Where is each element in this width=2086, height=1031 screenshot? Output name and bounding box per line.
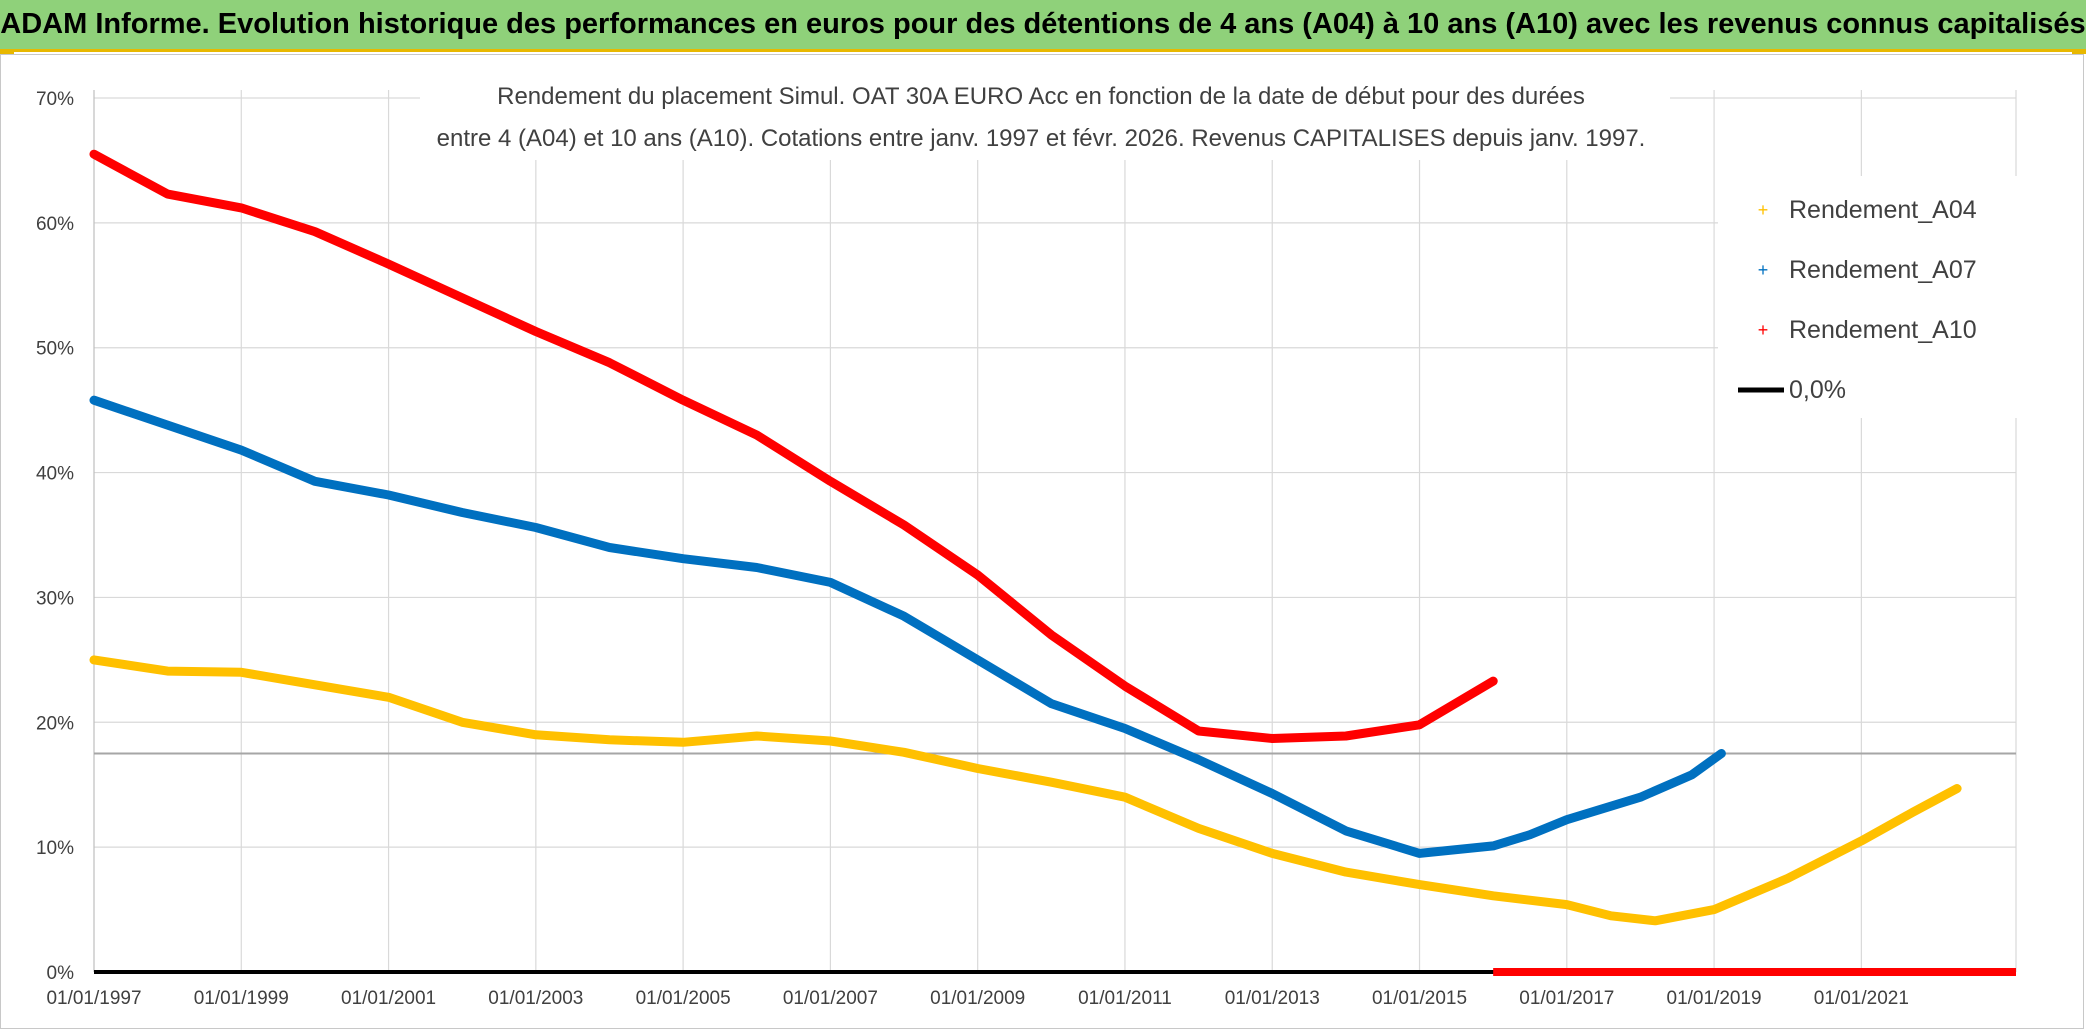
x-tick-label: 01/01/2007 (783, 988, 878, 1009)
banner-corner-right (2072, 50, 2086, 54)
y-tick-label: 50% (36, 339, 74, 360)
chart-title-line-2: entre 4 (A04) et 10 ans (A10). Cotations… (437, 125, 1646, 152)
page-title-banner: ADAM Informe. Evolution historique des p… (0, 0, 2086, 52)
series-a10-line (89, 149, 1498, 743)
banner-corner-left (0, 50, 14, 54)
page-title: ADAM Informe. Evolution historique des p… (0, 8, 2086, 40)
grid-lines (93, 90, 2017, 972)
series-layer (89, 149, 2016, 976)
x-tick-label: 01/01/2021 (1814, 988, 1909, 1009)
y-tick-label: 70% (36, 89, 74, 110)
x-tick-label: 01/01/2019 (1667, 988, 1762, 1009)
legend-label-a10: Rendement_A10 (1789, 316, 1977, 344)
y-tick-label: 10% (36, 838, 74, 859)
legend: + Rendement_A04 + Rendement_A07 + Rendem… (1718, 176, 2018, 418)
chart-title-line-1: Rendement du placement Simul. OAT 30A EU… (497, 83, 1585, 110)
legend-label-a07: Rendement_A07 (1789, 256, 1977, 284)
chart-title-bg (420, 78, 1670, 160)
chart-frame (0, 54, 2084, 1029)
x-tick-label: 01/01/2003 (488, 988, 583, 1009)
x-tick-label: 01/01/2011 (1078, 988, 1172, 1009)
y-tick-label: 40% (36, 464, 74, 485)
legend-marker-a10: + (1758, 320, 1769, 340)
y-tick-label: 60% (36, 214, 74, 235)
legend-bg (1718, 176, 2018, 418)
legend-marker-a04: + (1758, 200, 1769, 220)
x-tick-label: 01/01/2015 (1372, 988, 1467, 1009)
y-tick-label: 20% (36, 713, 74, 734)
legend-label-zero: 0,0% (1789, 376, 1846, 404)
y-tick-label: 30% (36, 588, 74, 609)
x-tick-label: 01/01/2001 (341, 988, 436, 1009)
series-a04-line (89, 655, 1962, 926)
legend-marker-a07: + (1758, 260, 1769, 280)
x-tick-label: 01/01/2009 (930, 988, 1025, 1009)
legend-label-a04: Rendement_A04 (1789, 196, 1977, 224)
x-tick-label: 01/01/2005 (636, 988, 731, 1009)
x-tick-label: 01/01/1999 (194, 988, 289, 1009)
series-a07-line (89, 395, 1726, 858)
x-tick-label: 01/01/2013 (1225, 988, 1320, 1009)
x-tick-label: 01/01/2017 (1519, 988, 1614, 1009)
y-tick-label: 0% (47, 963, 75, 984)
y-axis-ticks: 0% 10% 20% 30% 40% 50% 60% 70% (36, 89, 74, 984)
x-axis-ticks: 01/01/1997 01/01/1999 01/01/2001 01/01/2003… (46, 988, 1908, 1009)
x-tick-label: 01/01/1997 (46, 988, 141, 1009)
